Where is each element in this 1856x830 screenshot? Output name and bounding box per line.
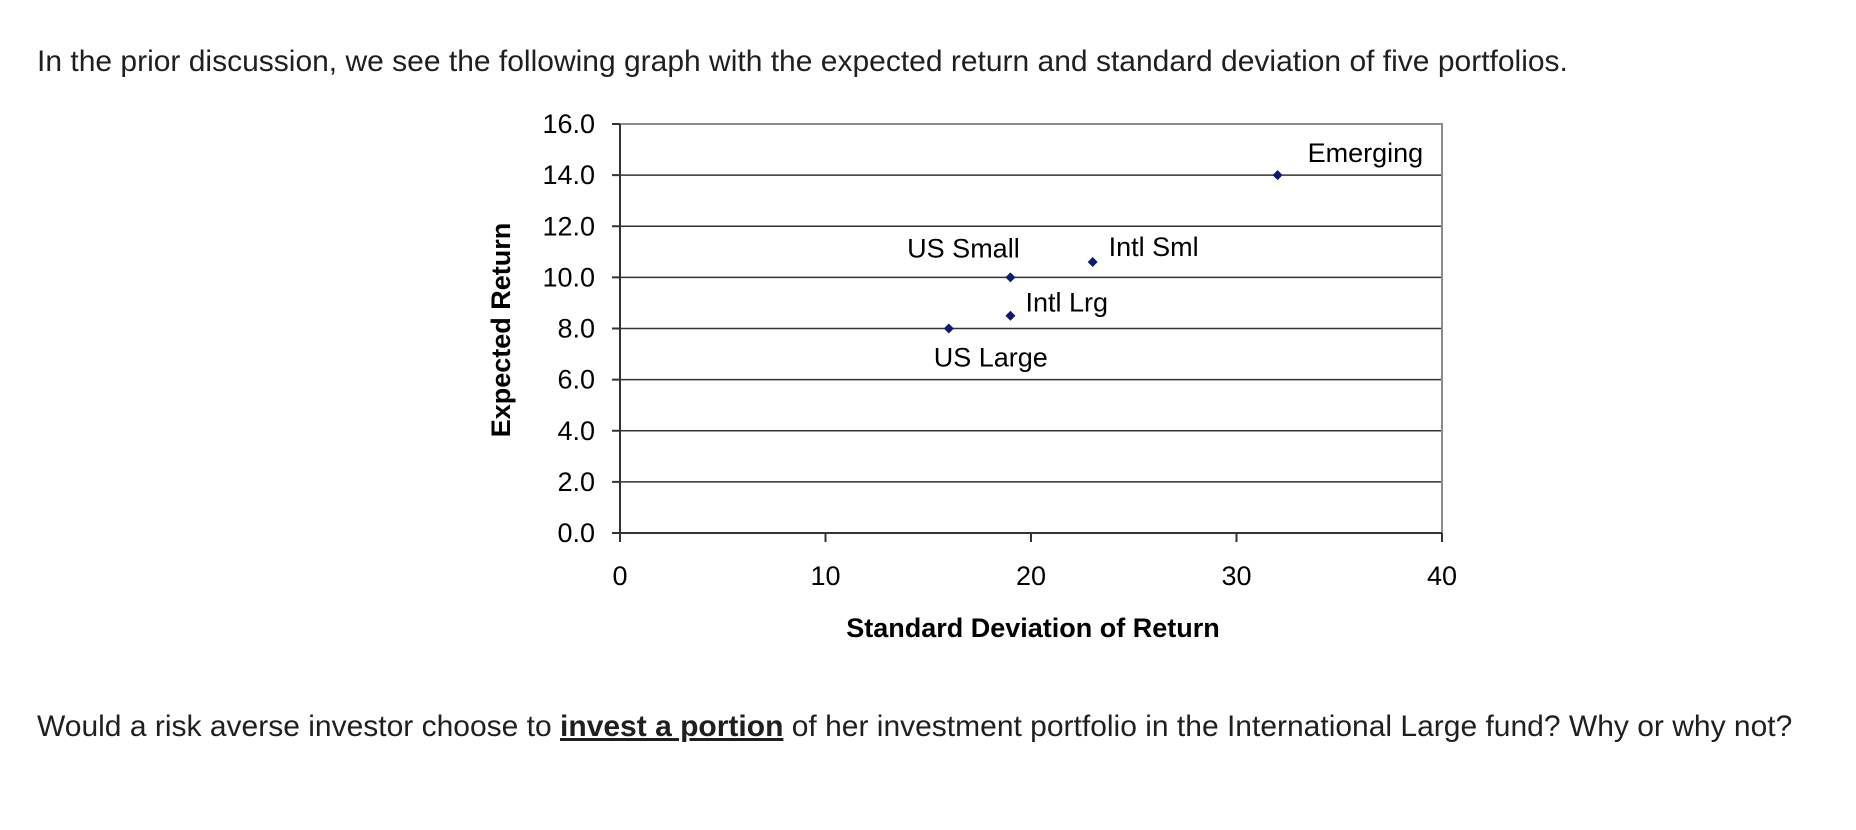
x-tick-label: 0 <box>612 561 627 591</box>
x-tick-label: 20 <box>1016 561 1046 591</box>
y-tick-label: 16.0 <box>542 109 595 139</box>
y-axis-ticks: 0.0 2.0 4.0 6.0 8.0 10.0 12.0 14.0 16.0 <box>542 109 620 548</box>
y-tick-label: 6.0 <box>557 365 595 395</box>
data-point <box>1087 257 1098 268</box>
question-before: Would a risk averse investor choose to <box>37 710 561 743</box>
y-tick-label: 12.0 <box>542 211 595 241</box>
grid-lines <box>620 174 1442 483</box>
question-emphasis: invest a portion <box>560 710 784 743</box>
y-tick-label: 0.0 <box>557 518 595 548</box>
point-label: US Large <box>934 343 1048 373</box>
y-tick-label: 10.0 <box>542 262 595 292</box>
point-label: Intl Sml <box>1109 232 1199 262</box>
y-axis-title: Expected Return <box>486 223 516 438</box>
data-point <box>1005 272 1016 283</box>
y-tick-label: 4.0 <box>557 416 595 446</box>
question-after: of her investment portfolio in the Inter… <box>783 710 1793 743</box>
x-tick-label: 30 <box>1221 561 1251 591</box>
data-point <box>943 323 954 334</box>
x-tick-label: 10 <box>810 561 840 591</box>
question-text: Would a risk averse investor choose to i… <box>37 703 1827 751</box>
x-axis-ticks: 0 10 20 30 40 <box>612 533 1457 591</box>
point-label: US Small <box>907 233 1020 263</box>
intro-text: In the prior discussion, we see the foll… <box>37 45 1568 78</box>
point-label: Intl Lrg <box>1025 288 1108 318</box>
y-tick-label: 2.0 <box>557 467 595 497</box>
y-tick-label: 8.0 <box>557 314 595 344</box>
x-tick-label: 40 <box>1427 561 1457 591</box>
data-point <box>1005 310 1016 321</box>
point-label: Emerging <box>1308 138 1424 168</box>
data-point <box>1272 170 1283 181</box>
x-axis-title: Standard Deviation of Return <box>846 613 1220 643</box>
y-tick-label: 14.0 <box>542 160 595 190</box>
